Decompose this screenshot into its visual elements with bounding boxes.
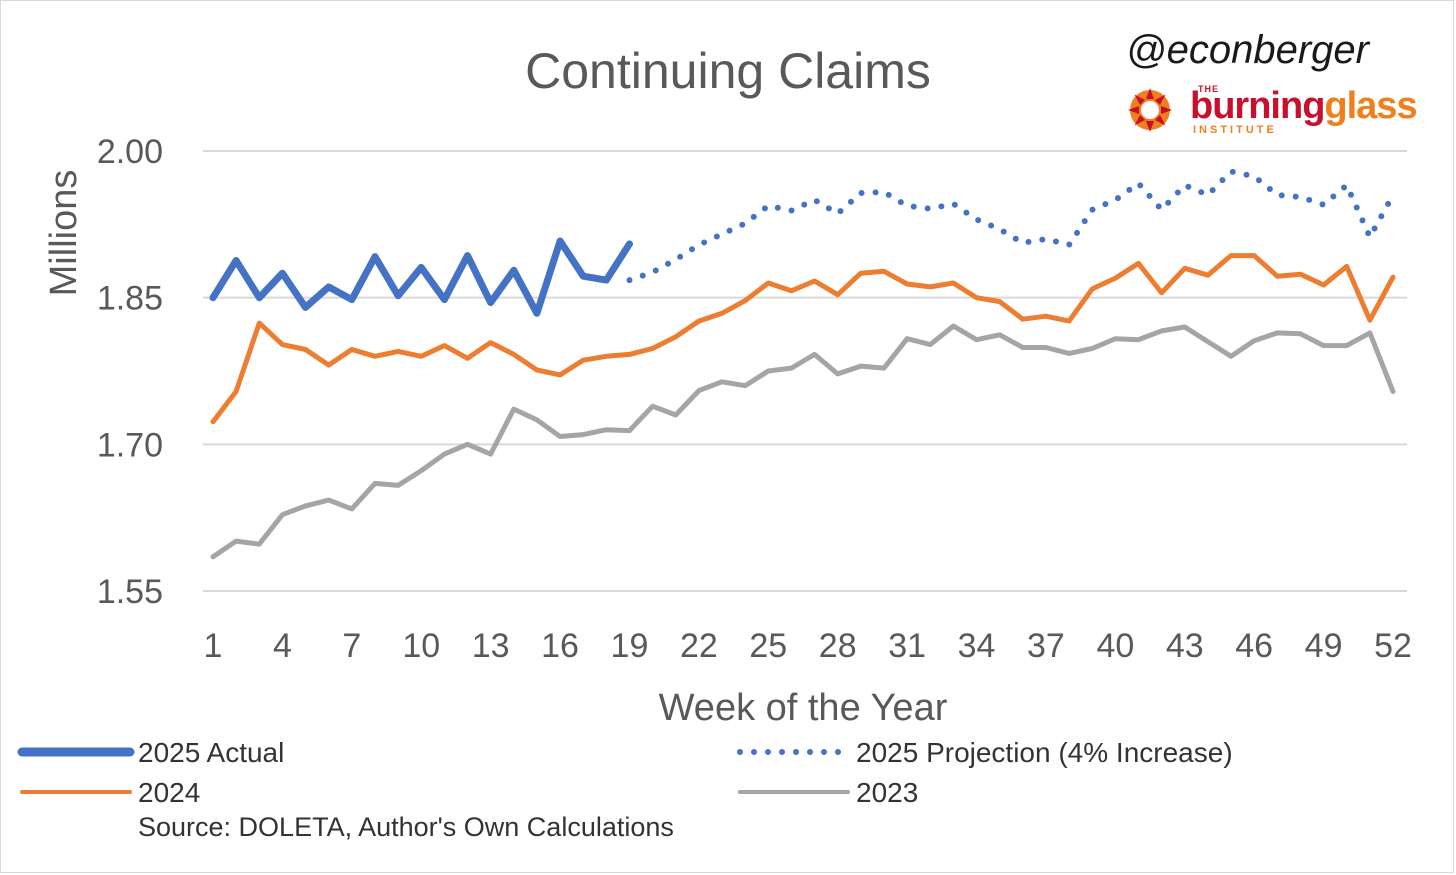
- x-tick-label: 40: [1096, 627, 1134, 665]
- x-tick-label: 10: [402, 627, 440, 665]
- legend-label: 2025 Projection (4% Increase): [856, 737, 1233, 768]
- series-line-2025-actual: [209, 237, 633, 317]
- x-tick-label: 16: [541, 627, 579, 665]
- x-tick-label: 7: [342, 627, 361, 665]
- x-tick-label: 31: [888, 627, 926, 665]
- y-axis-label: Millions: [43, 170, 85, 297]
- author-handle: @econberger: [1126, 28, 1369, 72]
- x-tick-label: 1: [204, 627, 223, 665]
- logo-sub-text: INSTITUTE: [1193, 124, 1277, 136]
- burning-glass-logo-icon: [1128, 88, 1172, 132]
- y-tick-label: 1.85: [97, 280, 163, 318]
- x-tick-label: 13: [472, 627, 510, 665]
- logo-sup-text: THE: [1198, 84, 1219, 94]
- logo-word-glass: glass: [1324, 85, 1417, 127]
- y-tick-label: 2.00: [97, 133, 163, 171]
- x-tick-label: 49: [1305, 627, 1343, 665]
- x-tick-label: 52: [1374, 627, 1412, 665]
- x-tick-label: 22: [680, 627, 718, 665]
- series-line-2024: [210, 253, 1396, 425]
- y-tick-label: 1.70: [97, 426, 163, 464]
- x-tick-label: 43: [1166, 627, 1204, 665]
- legend-label: 2025 Actual: [138, 737, 284, 768]
- source-note: Source: DOLETA, Author's Own Calculation…: [138, 812, 674, 842]
- x-tick-label: 25: [749, 627, 787, 665]
- y-tick-label: 1.55: [97, 573, 163, 611]
- x-tick-label: 37: [1027, 627, 1065, 665]
- x-axis-label: Week of the Year: [659, 687, 948, 729]
- x-tick-label: 28: [819, 627, 857, 665]
- logo-word-burning: burning: [1190, 85, 1325, 127]
- chart-title: Continuing Claims: [525, 43, 931, 99]
- legend-label: 2024: [138, 777, 200, 808]
- series-line-2025-projection-4-increase: [626, 168, 1396, 284]
- legend-label: 2023: [856, 777, 918, 808]
- x-tick-label: 34: [958, 627, 996, 665]
- x-tick-label: 4: [273, 627, 292, 665]
- x-tick-label: 46: [1235, 627, 1273, 665]
- logo-wordmark: burningglass: [1190, 85, 1418, 127]
- series-line-2023: [210, 323, 1396, 560]
- x-tick-label: 19: [611, 627, 649, 665]
